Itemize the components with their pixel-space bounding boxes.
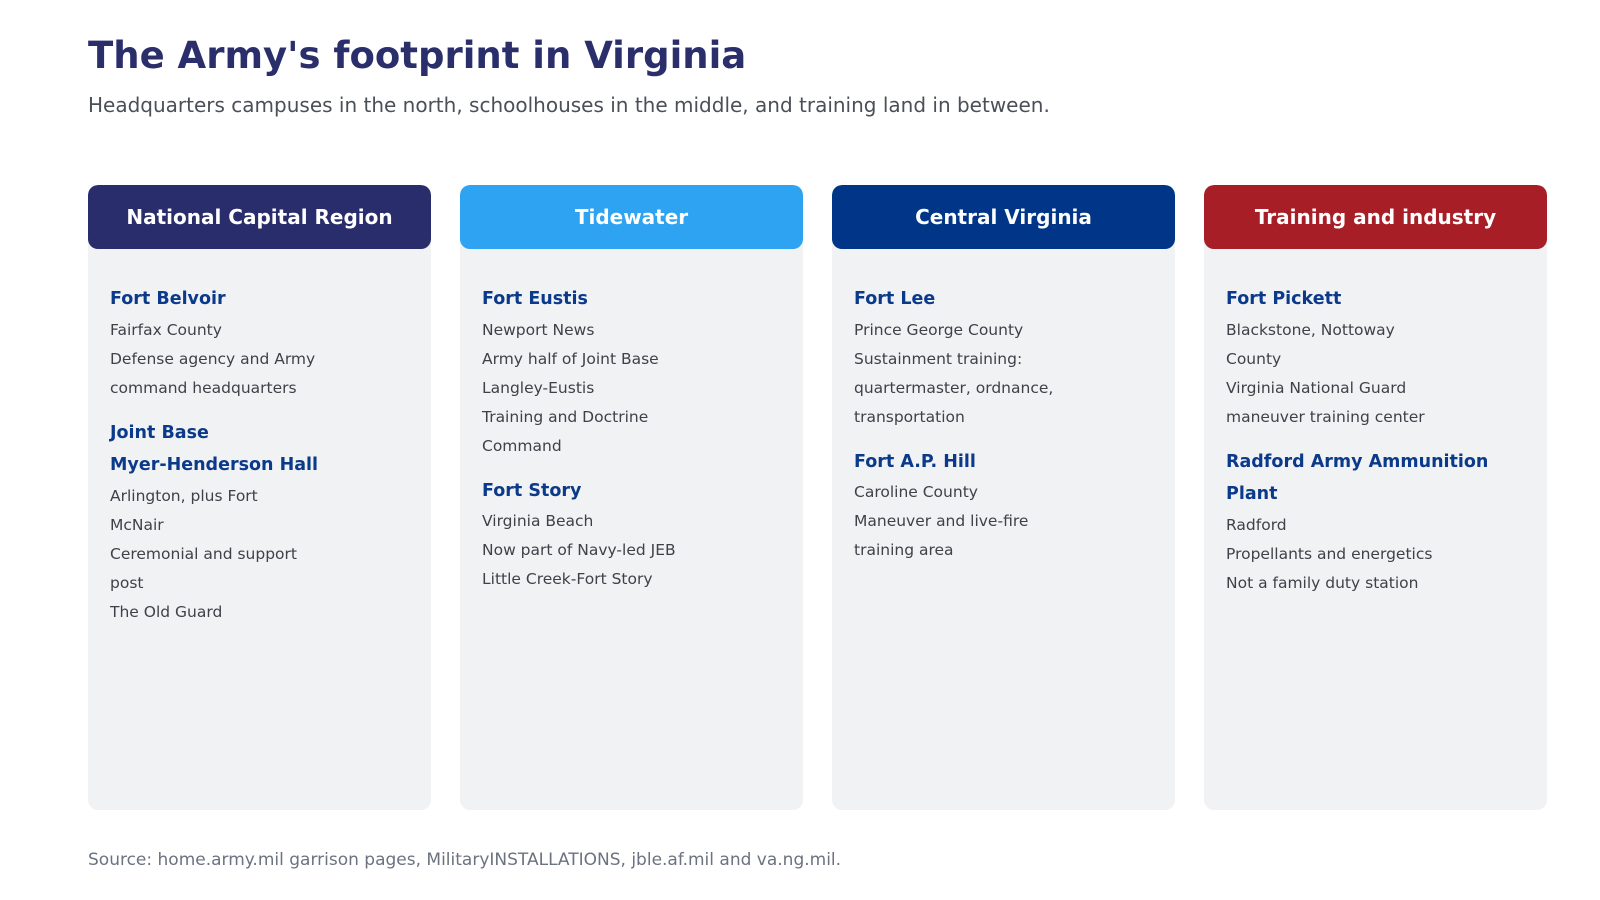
base-detail: Command bbox=[482, 436, 562, 455]
base-detail: Newport News bbox=[482, 320, 595, 339]
base-entry: Fort Story Virginia Beach Now part of Navy… bbox=[482, 475, 781, 595]
base-name: Fort A.P. Hill bbox=[854, 451, 976, 472]
base-entry: Fort Pickett Blackstone, Nottoway County Vi… bbox=[1226, 283, 1525, 432]
base-detail: Not a family duty station bbox=[1226, 573, 1419, 592]
base-detail: Defense agency and Army bbox=[110, 349, 316, 368]
base-name: Radford Army Ammunition bbox=[1226, 451, 1489, 472]
source-note: Source: home.army.mil garrison pages, Mi… bbox=[88, 850, 842, 870]
base-name: Fort Belvoir bbox=[110, 289, 226, 309]
base-detail: Propellants and energetics bbox=[1226, 544, 1433, 563]
base-detail: Radford bbox=[1226, 515, 1287, 534]
base-detail: post bbox=[110, 573, 144, 592]
base-detail: Army half of Joint Base bbox=[482, 349, 659, 368]
column-body: Fort Lee Prince George County Sustainment … bbox=[832, 249, 1175, 565]
base-detail: Blackstone, Nottoway bbox=[1226, 320, 1395, 339]
column-tidewater: Tidewater Fort Eustis Newport News Army ha… bbox=[460, 185, 803, 810]
base-detail: Little Creek-Fort Story bbox=[482, 570, 653, 588]
base-name: Joint Base bbox=[110, 422, 209, 443]
column-training-and-industry: Training and industry Fort Pickett Blacks… bbox=[1204, 185, 1547, 810]
base-detail: Caroline County bbox=[854, 483, 978, 501]
region-columns: National Capital Region Fort Belvoir Fair… bbox=[88, 185, 1548, 810]
base-detail: County bbox=[1226, 349, 1282, 368]
page-title: The Army's footprint in Virginia bbox=[88, 34, 747, 77]
base-entry: Fort Eustis Newport News Army half of Join… bbox=[482, 283, 781, 461]
base-entry: Joint Base Myer-Henderson Hall Arlington, … bbox=[110, 417, 409, 627]
column-header: National Capital Region bbox=[88, 185, 431, 249]
column-header: Tidewater bbox=[460, 185, 803, 249]
column-central-virginia: Central Virginia Fort Lee Prince George C… bbox=[832, 185, 1175, 810]
base-detail: Maneuver and live-fire bbox=[854, 512, 1029, 530]
base-name: Myer-Henderson Hall bbox=[110, 455, 319, 475]
base-detail: Virginia National Guard bbox=[1226, 378, 1407, 397]
base-name: Fort Eustis bbox=[482, 289, 588, 309]
base-detail: maneuver training center bbox=[1226, 407, 1425, 426]
column-body: Fort Belvoir Fairfax County Defense agency… bbox=[88, 249, 431, 627]
column-body: Fort Eustis Newport News Army half of Join… bbox=[460, 249, 803, 594]
base-detail: McNair bbox=[110, 515, 164, 534]
base-name: Fort Pickett bbox=[1226, 289, 1342, 309]
column-header: Training and industry bbox=[1204, 185, 1547, 249]
base-name: Fort Story bbox=[482, 480, 582, 501]
base-detail: transportation bbox=[854, 407, 965, 426]
column-body: Fort Pickett Blackstone, Nottoway County Vi… bbox=[1204, 249, 1547, 598]
base-detail: Virginia Beach bbox=[482, 512, 594, 530]
base-detail: training area bbox=[854, 541, 954, 559]
base-entry: Radford Army Ammunition Plant Radford Prope… bbox=[1226, 446, 1525, 598]
base-detail: Fairfax County bbox=[110, 320, 222, 339]
base-detail: Prince George County bbox=[854, 320, 1024, 339]
base-detail: Ceremonial and support bbox=[110, 544, 297, 563]
base-detail: quartermaster, ordnance, bbox=[854, 378, 1054, 397]
base-detail: The Old Guard bbox=[110, 602, 223, 621]
base-name: Fort Lee bbox=[854, 289, 936, 309]
page-subtitle: Headquarters campuses in the north, scho… bbox=[88, 93, 1050, 117]
base-detail: Now part of Navy-led JEB bbox=[482, 541, 676, 559]
base-entry: Fort A.P. Hill Caroline County Maneuver an… bbox=[854, 446, 1153, 566]
base-detail: Training and Doctrine bbox=[482, 407, 649, 426]
base-entry: Fort Lee Prince George County Sustainment … bbox=[854, 283, 1153, 432]
base-detail: Sustainment training: bbox=[854, 349, 1023, 368]
base-entry: Fort Belvoir Fairfax County Defense agency… bbox=[110, 283, 409, 403]
base-detail: command headquarters bbox=[110, 378, 297, 397]
column-header: Central Virginia bbox=[832, 185, 1175, 249]
base-detail: Arlington, plus Fort bbox=[110, 486, 258, 505]
base-detail: Langley-Eustis bbox=[482, 378, 595, 397]
base-name: Plant bbox=[1226, 484, 1278, 504]
column-national-capital-region: National Capital Region Fort Belvoir Fair… bbox=[88, 185, 431, 810]
